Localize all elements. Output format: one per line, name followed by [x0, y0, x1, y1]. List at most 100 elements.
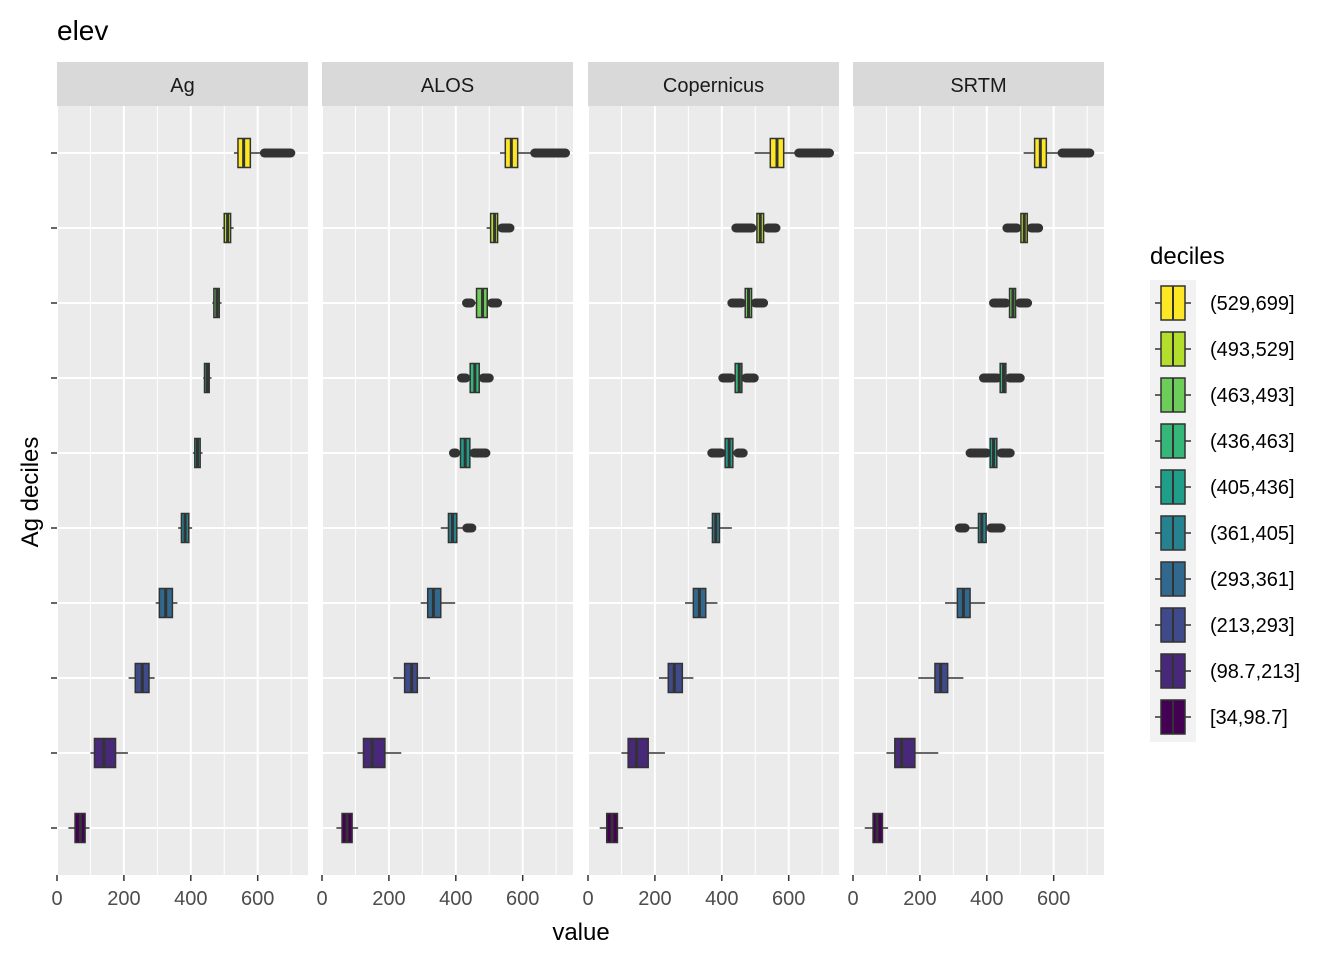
facet-strip-label: ALOS [421, 75, 474, 97]
box-[34,98.7] [864, 812, 889, 844]
legend-label: (436,463] [1210, 431, 1295, 453]
box-(361,405] [707, 512, 732, 544]
box-iqr [894, 737, 916, 769]
legend-label: [34,98.7] [1210, 707, 1288, 729]
box-(463,493] [462, 287, 503, 319]
box-(98.7,213] [621, 737, 665, 769]
x-tick-label: 400 [174, 888, 207, 910]
x-tick-label: 400 [705, 888, 738, 910]
box-(493,529] [731, 212, 781, 244]
box-(493,529] [1002, 212, 1044, 244]
box-(293,361] [420, 587, 456, 619]
box-(436,463] [203, 362, 212, 394]
box-iqr [627, 737, 649, 769]
box-(529,699] [499, 137, 571, 169]
legend-entry: (293,361] [1155, 561, 1295, 597]
legend-entry: (405,436] [1155, 469, 1295, 505]
legend-entry: (436,463] [1155, 423, 1295, 459]
facet-strip [57, 62, 308, 106]
box-(405,436] [192, 437, 203, 469]
panel-background [588, 106, 839, 875]
x-tick-label: 600 [772, 888, 805, 910]
legend-label: (463,493] [1210, 385, 1295, 407]
facet-panel-ag: Ag 0 200 400 600 [51, 62, 308, 910]
legend-entry: (361,405] [1155, 515, 1295, 551]
box-(436,463] [718, 362, 759, 394]
box-[34,98.7] [68, 812, 90, 844]
box-(213,293] [393, 662, 431, 694]
x-tick-label: 600 [506, 888, 539, 910]
legend: deciles (529,699] (493,529] (463,493] (436,… [1150, 243, 1300, 742]
box-(529,699] [233, 137, 296, 169]
x-tick-label: 600 [1037, 888, 1070, 910]
x-tick-label: 200 [107, 888, 140, 910]
facet-panel-alos: ALOS 0 200 400 600 [316, 62, 573, 910]
x-tick-label: 200 [638, 888, 671, 910]
legend-label: (493,529] [1210, 339, 1295, 361]
legend-entry: [34,98.7] [1155, 699, 1288, 735]
box-(98.7,213] [886, 737, 939, 769]
facet-panels: Ag 0 200 400 600 ALOS 0 200 400 600 Copernicus 0 200… [51, 62, 1104, 910]
facet-strip-label: Copernicus [663, 75, 764, 97]
box-(213,293] [658, 662, 694, 694]
box-(493,529] [222, 212, 234, 244]
x-tick-label: 400 [439, 888, 472, 910]
facet-strip [853, 62, 1104, 106]
box-(463,493] [212, 287, 222, 319]
box-(436,463] [978, 362, 1025, 394]
box-(405,436] [448, 437, 491, 469]
legend-entry: (493,529] [1155, 331, 1295, 367]
box-(98.7,213] [90, 737, 128, 769]
box-(213,293] [128, 662, 155, 694]
x-tick-label: 0 [316, 888, 327, 910]
box-(405,436] [707, 437, 748, 469]
legend-label: (98.7,213] [1210, 661, 1300, 683]
facet-panel-srtm: SRTM 0 200 400 600 [847, 62, 1104, 910]
box-(493,529] [486, 212, 515, 244]
box-(436,463] [456, 362, 494, 394]
box-(463,493] [727, 287, 769, 319]
box-[34,98.7] [336, 812, 359, 844]
box-(361,405] [954, 512, 1006, 544]
box-(405,436] [965, 437, 1015, 469]
box-(463,493] [988, 287, 1033, 319]
chart-title: elev [57, 15, 108, 46]
x-tick-label: 0 [847, 888, 858, 910]
x-tick-label: 0 [51, 888, 62, 910]
legend-label: (405,436] [1210, 477, 1295, 499]
box-(529,699] [1023, 137, 1095, 169]
x-tick-label: 600 [241, 888, 274, 910]
panel-background [853, 106, 1104, 875]
legend-label: (213,293] [1210, 615, 1295, 637]
box-(213,293] [918, 662, 964, 694]
facet-strip [588, 62, 839, 106]
legend-title: deciles [1150, 243, 1225, 270]
legend-entry: (463,493] [1155, 377, 1295, 413]
facet-strip-label: Ag [170, 75, 194, 97]
y-axis-ticks [51, 152, 57, 829]
x-tick-label: 200 [903, 888, 936, 910]
legend-label: (529,699] [1210, 293, 1295, 315]
box-iqr [362, 737, 386, 769]
legend-label: (293,361] [1210, 569, 1295, 591]
box-(529,699] [754, 137, 835, 169]
box-(293,361] [944, 587, 986, 619]
facet-strip-label: SRTM [950, 75, 1006, 97]
box-(293,361] [685, 587, 718, 619]
panel-background [322, 106, 573, 875]
legend-entry: (98.7,213] [1155, 653, 1300, 689]
box-[34,98.7] [599, 812, 624, 844]
legend-entry: (213,293] [1155, 607, 1295, 643]
x-axis-label: value [552, 919, 609, 946]
x-tick-label: 400 [970, 888, 1003, 910]
legend-entry: (529,699] [1155, 285, 1295, 321]
box-(293,361] [155, 587, 178, 619]
facet-panel-copernicus: Copernicus 0 200 400 600 [582, 62, 839, 910]
legend-label: (361,405] [1210, 523, 1295, 545]
box-(98.7,213] [357, 737, 402, 769]
box-(361,405] [440, 512, 477, 544]
x-tick-label: 0 [582, 888, 593, 910]
facet-strip [322, 62, 573, 106]
box-(361,405] [178, 512, 193, 544]
